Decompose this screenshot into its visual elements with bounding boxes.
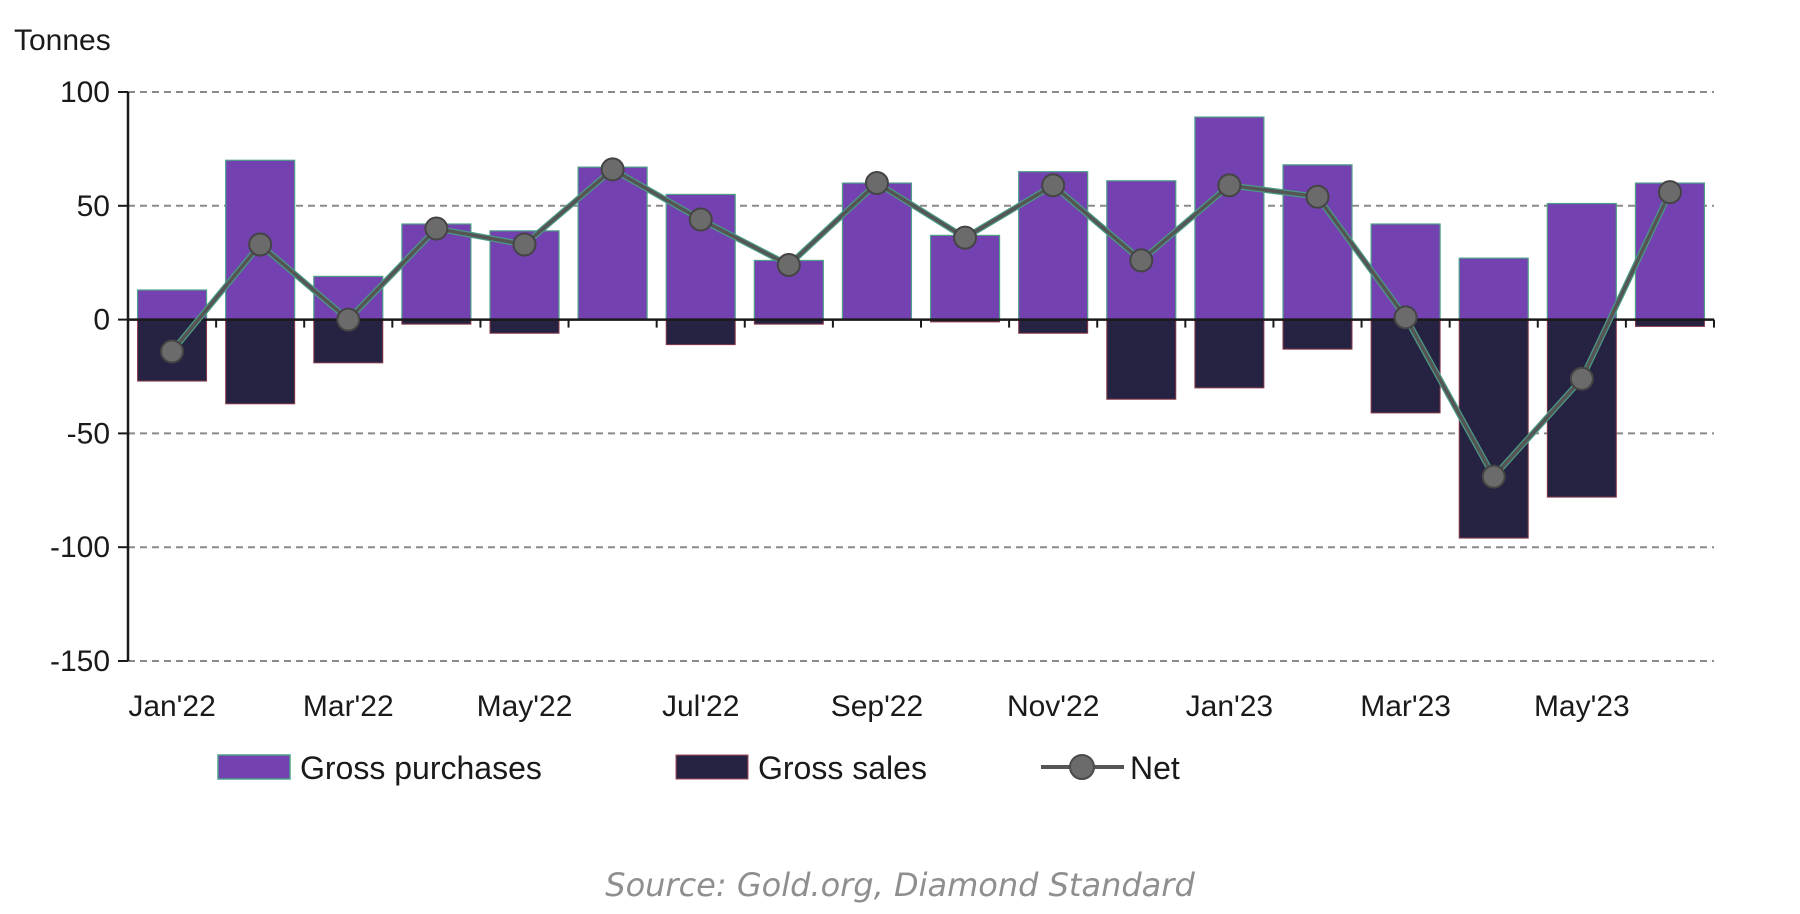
bar-gross-purchases-12 [1194,116,1265,321]
net-line [170,167,1672,479]
bar-gross-purchases-16 [1546,202,1617,321]
x-tick-label-6: Jan'23 [1186,690,1273,723]
bar-gross-purchases-17 [1634,182,1706,321]
bar-gross-sales-15 [1458,319,1529,539]
x-tick-label-7: Mar'23 [1360,690,1451,723]
y-tick-label-3: -50 [67,417,110,450]
legend-swatch-gross-purchases [217,754,291,780]
net-marker-7 [776,252,801,277]
legend-label-gross-sales: Gross sales [758,750,927,786]
source-caption: Source: Gold.org, Diamond Standard [605,866,1195,904]
net-marker-4 [512,232,537,257]
y-tick-labels: 100 50 0 -50 -100 -150 [50,76,110,678]
y-tick-label-5: -150 [50,645,110,678]
x-tick-label-0: Jan'22 [128,690,215,723]
bar-gross-sales-11 [1106,319,1177,400]
y-tick-label-4: -100 [50,531,110,564]
net-marker-12 [1217,173,1242,198]
bar-gross-sales-12 [1194,319,1265,389]
net-marker-16 [1569,366,1594,391]
x-tick-label-5: Nov'22 [1007,690,1099,723]
net-marker-6 [688,207,713,232]
bar-gross-sales-1 [225,319,296,405]
legend: Gross purchases Gross sales Net [217,750,1180,786]
bar-gross-purchases-6 [665,193,736,321]
net-marker-2 [336,307,361,332]
y-axis-title: Tonnes [14,24,111,57]
net-marker-0 [160,339,185,364]
bar-gross-sales-13 [1282,319,1353,350]
bar-gross-purchases-0 [136,289,208,321]
net-marker-14 [1393,305,1418,330]
x-tick-label-2: May'22 [477,690,573,723]
net-marker-9 [953,225,978,250]
y-tick-label-2: 0 [93,304,110,337]
net-marker-8 [864,171,889,196]
gross-purchases-bars [136,116,1706,321]
bar-gross-sales-14 [1370,319,1441,414]
net-marker-5 [600,157,625,182]
legend-label-net: Net [1130,750,1180,786]
bar-gross-sales-4 [489,319,560,334]
legend-marker-net [1069,754,1095,780]
net-marker-11 [1129,248,1154,273]
y-tick-label-1: 50 [77,190,110,223]
x-tick-label-1: Mar'22 [303,690,394,723]
net-line-series [160,157,1682,489]
net-marker-1 [248,232,273,257]
net-marker-17 [1657,180,1682,205]
bar-gross-purchases-14 [1370,223,1441,321]
y-tick-label-0: 100 [60,76,110,109]
x-tick-labels: Jan'22 Mar'22 May'22 Jul'22 Sep'22 Nov'22 Jan'… [128,690,1629,723]
axes [118,91,1715,662]
net-marker-10 [1041,173,1066,198]
bar-gross-purchases-15 [1458,257,1529,321]
x-tick-label-8: May'23 [1534,690,1630,723]
bar-gross-sales-6 [665,319,736,346]
legend-label-gross-purchases: Gross purchases [300,750,542,786]
net-marker-15 [1481,464,1506,489]
net-marker-3 [424,216,449,241]
x-tick-label-3: Jul'22 [662,690,739,723]
x-tick-label-4: Sep'22 [831,690,923,723]
legend-swatch-gross-sales [675,754,749,780]
gridlines [128,91,1714,662]
net-marker-13 [1305,184,1330,209]
bar-gross-sales-10 [1018,319,1089,334]
